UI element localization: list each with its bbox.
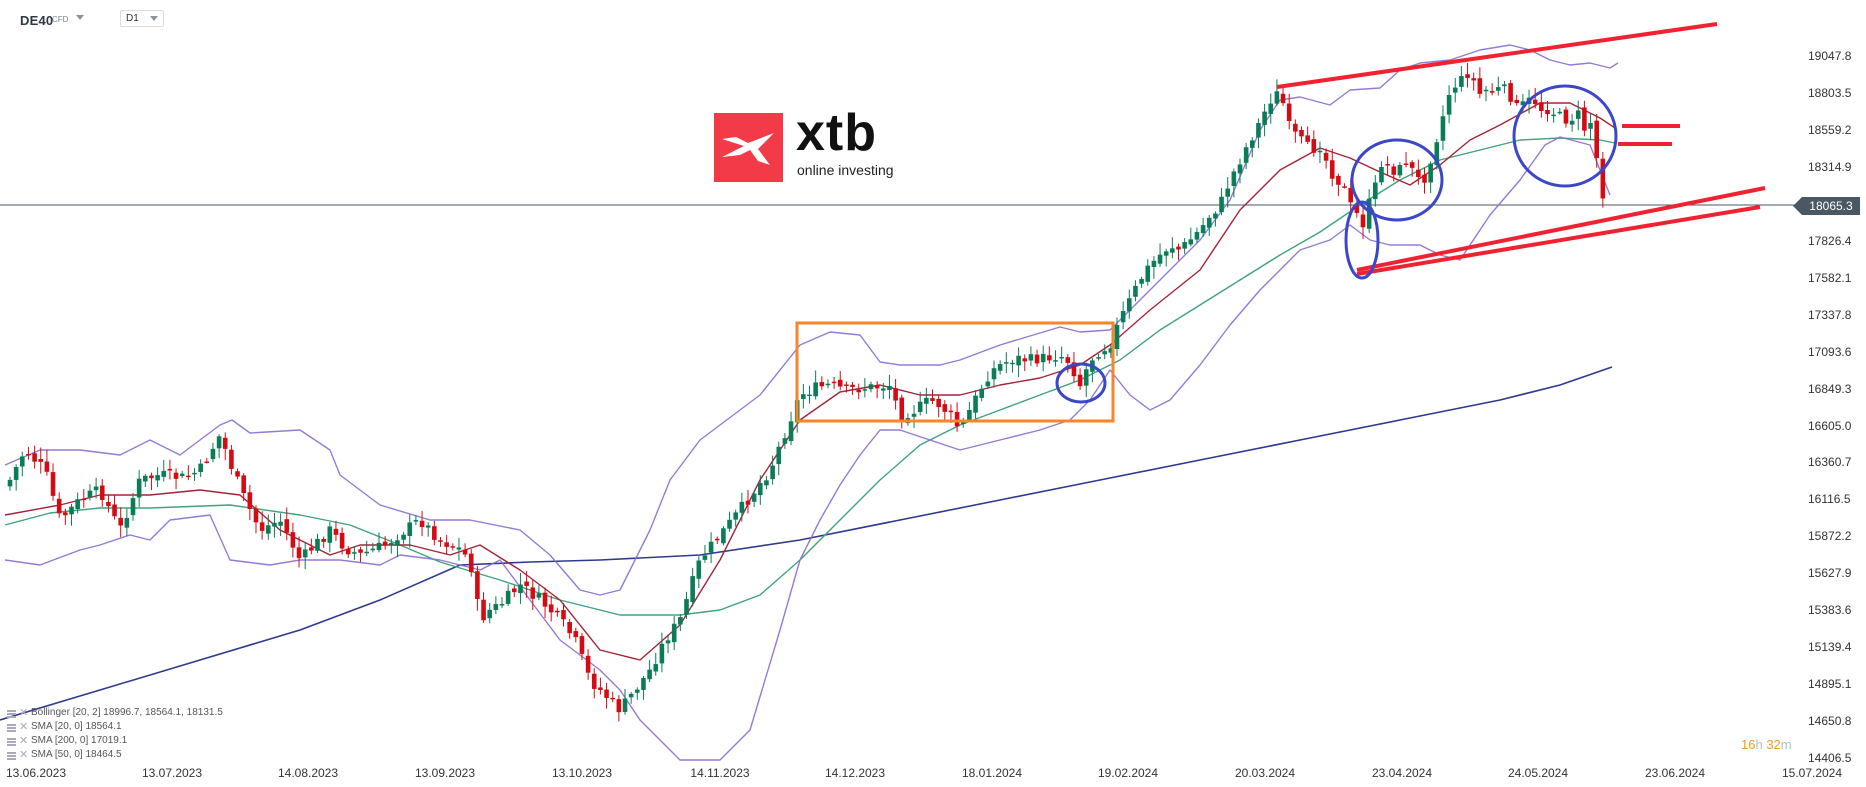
indicator-settings-icon[interactable] bbox=[7, 710, 16, 718]
price-axis-tick: 16605.0 bbox=[1808, 418, 1852, 433]
drawing-annotations[interactable] bbox=[795, 22, 1766, 423]
symbol-name[interactable]: DE40 bbox=[20, 13, 54, 28]
price-axis-tick: 15627.9 bbox=[1808, 566, 1852, 581]
chart-toolbar: DE40 CFD D1 bbox=[0, 0, 1866, 36]
time-axis-tick: 14.11.2023 bbox=[690, 766, 750, 780]
time-axis-tick: 23.04.2024 bbox=[1371, 766, 1433, 780]
timeframe-label: D1 bbox=[126, 13, 139, 24]
xtb-x-mark-icon bbox=[714, 113, 783, 182]
time-axis-tick: 15.07.2024 bbox=[1781, 766, 1843, 780]
time-axis-tick: 13.07.2023 bbox=[141, 766, 203, 780]
price-axis-tick: 16360.7 bbox=[1808, 455, 1852, 470]
legend-text: SMA [20, 0] 18564.1 bbox=[31, 721, 122, 732]
indicator-settings-icon[interactable] bbox=[7, 738, 16, 746]
candle-countdown: 16h 32m bbox=[1741, 737, 1792, 752]
price-axis-tick: 18314.9 bbox=[1808, 159, 1852, 174]
price-axis-tick: 17826.4 bbox=[1808, 233, 1852, 248]
time-axis-tick: 20.03.2024 bbox=[1234, 766, 1296, 780]
price-axis-tick: 19047.8 bbox=[1808, 49, 1852, 63]
countdown-minutes-unit: m bbox=[1780, 737, 1792, 752]
time-axis-tick: 13.09.2023 bbox=[414, 766, 476, 780]
price-axis-tick: 14650.8 bbox=[1808, 714, 1852, 729]
remove-indicator-icon[interactable]: ✕ bbox=[19, 721, 29, 733]
price-axis-tick: 16849.3 bbox=[1808, 381, 1852, 396]
symbol-type-label: CFD bbox=[52, 15, 69, 24]
symbol-dropdown-chevron-icon[interactable] bbox=[76, 15, 84, 20]
price-axis-tick: 18559.2 bbox=[1808, 122, 1852, 137]
remove-indicator-icon[interactable]: ✕ bbox=[19, 749, 29, 761]
price-axis-tick: 16116.5 bbox=[1808, 492, 1851, 507]
price-axis-tick: 17093.6 bbox=[1808, 344, 1852, 359]
time-axis-tick: 14.12.2023 bbox=[824, 766, 886, 780]
remove-indicator-icon[interactable]: ✕ bbox=[19, 735, 29, 747]
xtb-logo: xtb online investing bbox=[714, 107, 914, 183]
price-axis-tick: 15139.4 bbox=[1808, 640, 1852, 655]
price-axis-tick: 14895.1 bbox=[1808, 677, 1852, 692]
logo-wordmark: xtb bbox=[796, 104, 877, 162]
price-axis-tick: 15872.2 bbox=[1808, 529, 1852, 544]
time-axis-tick: 13.10.2023 bbox=[551, 766, 613, 780]
price-axis-tick: 17582.1 bbox=[1808, 270, 1852, 285]
time-axis-tick: 18.01.2024 bbox=[961, 766, 1023, 780]
time-axis-tick: 23.06.2024 bbox=[1644, 766, 1706, 780]
countdown-hours: 16 bbox=[1741, 737, 1756, 752]
price-axis-tick: 15383.6 bbox=[1808, 603, 1852, 618]
current-price-tag: 18065.3 bbox=[1793, 197, 1860, 215]
legend-text: SMA [200, 0] 17019.1 bbox=[31, 735, 128, 746]
logo-tagline: online investing bbox=[797, 162, 894, 178]
time-axis-tick: 13.06.2023 bbox=[5, 766, 67, 780]
time-axis-tick: 19.02.2024 bbox=[1097, 766, 1159, 780]
chevron-down-icon bbox=[150, 16, 158, 21]
time-axis-tick: 24.05.2024 bbox=[1507, 766, 1569, 780]
legend-text: SMA [50, 0] 18464.5 bbox=[31, 749, 122, 760]
price-axis-tick: 17337.8 bbox=[1808, 307, 1852, 322]
remove-indicator-icon[interactable]: ✕ bbox=[19, 707, 29, 719]
price-axis-tick: 18803.5 bbox=[1808, 85, 1852, 100]
indicator-settings-icon[interactable] bbox=[7, 752, 16, 760]
legend-text: Bollinger [20, 2] 18996.7, 18564.1, 1813… bbox=[31, 707, 223, 718]
indicator-settings-icon[interactable] bbox=[7, 724, 16, 732]
timeframe-select[interactable]: D1 bbox=[120, 10, 164, 27]
price-axis-tick: 14406.5 bbox=[1808, 751, 1852, 766]
time-axis-tick: 14.08.2023 bbox=[277, 766, 339, 780]
countdown-minutes: 32 bbox=[1766, 737, 1781, 752]
countdown-hours-unit: h bbox=[1755, 737, 1763, 752]
